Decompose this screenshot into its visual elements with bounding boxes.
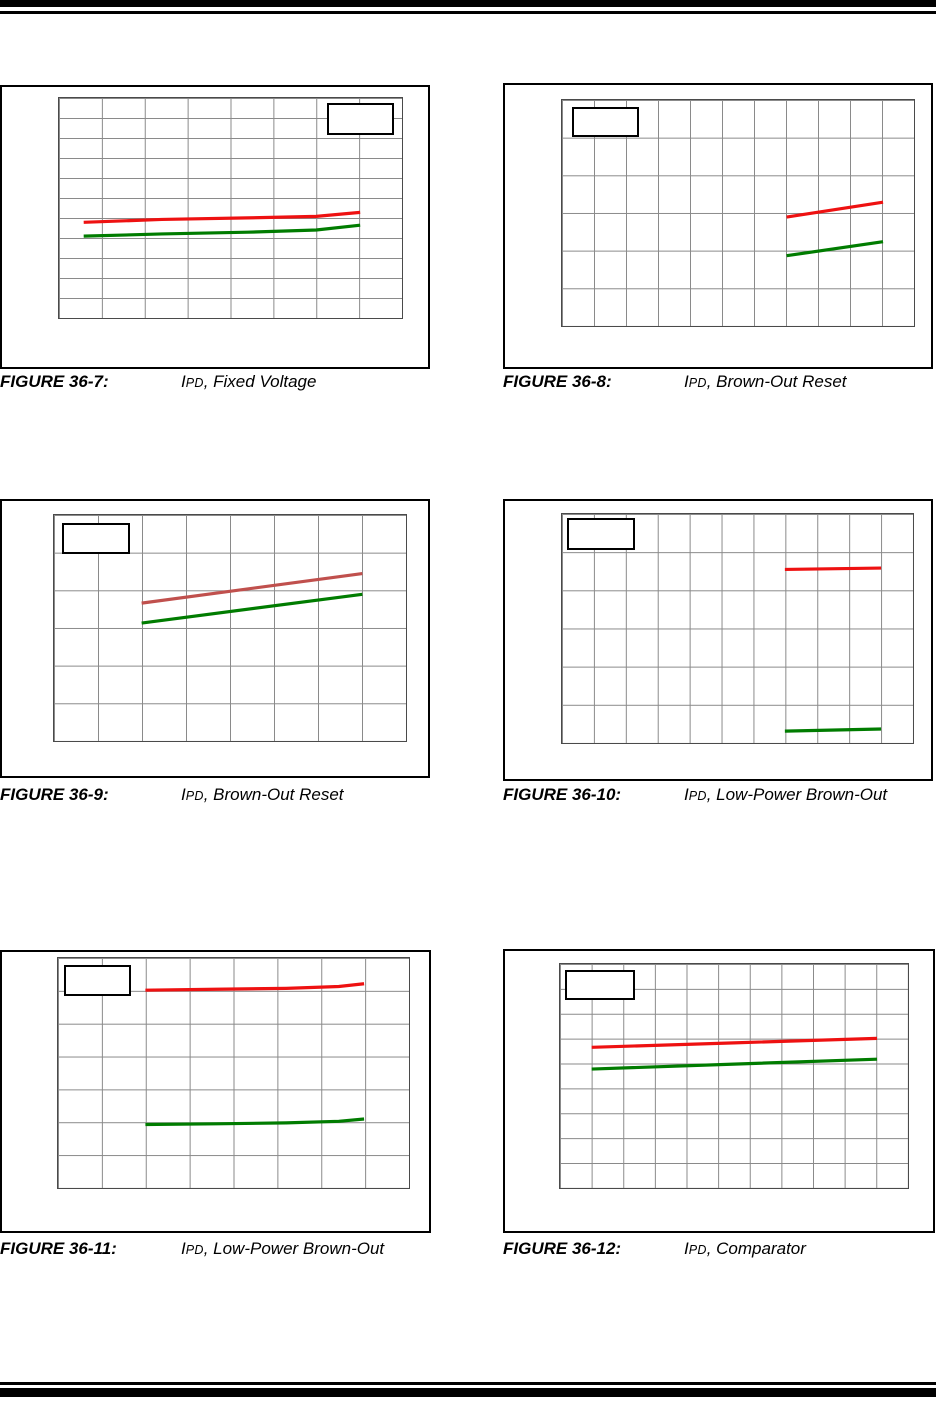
figure-36-9-plot — [53, 514, 407, 742]
series-typical-line — [145, 1119, 364, 1125]
figure-36-7-caption: FIGURE 36-7: IPD, Fixed Voltage — [0, 372, 430, 393]
figure-caption-label: FIGURE 36-10: — [503, 785, 622, 804]
figure-36-7-plot — [58, 97, 403, 319]
figure-36-12-caption: FIGURE 36-12: IPD, Comparator — [503, 1239, 936, 1260]
figure-36-12-frame — [503, 949, 935, 1233]
figure-36-10-plot — [561, 513, 914, 744]
figure-36-11-series-svg — [58, 958, 409, 1188]
figure-36-11-plot — [57, 957, 410, 1189]
figure-36-11-frame — [0, 950, 431, 1233]
figure-caption-title: IPD, Comparator — [684, 1239, 806, 1258]
figure-36-9-caption: FIGURE 36-9: IPD, Brown-Out Reset — [0, 785, 430, 806]
figure-caption-label: FIGURE 36-9: — [0, 785, 109, 804]
figure-36-9-series-svg — [54, 515, 406, 741]
page-header-rule-thin — [0, 11, 936, 14]
series-max-line — [787, 202, 883, 217]
figure-36-7-series-svg — [59, 98, 402, 318]
figure-caption-label: FIGURE 36-11: — [0, 1239, 117, 1258]
figure-36-9-legend — [62, 523, 130, 554]
figure-36-12-series-svg — [560, 964, 908, 1188]
series-typical-line — [84, 225, 360, 236]
page-footer-rule-thin — [0, 1382, 936, 1385]
figure-36-9-frame — [0, 499, 430, 778]
figure-36-8-legend — [572, 107, 639, 137]
figure-36-8-series-svg — [562, 100, 914, 326]
figure-36-10-frame — [503, 499, 933, 781]
figure-36-7-legend — [327, 103, 394, 135]
figure-caption-label: FIGURE 36-8: — [503, 372, 612, 391]
figure-caption-title: IPD, Brown-Out Reset — [684, 372, 847, 391]
figure-36-8-plot — [561, 99, 915, 327]
figure-36-10-legend — [567, 518, 635, 550]
series-typical-line — [592, 1059, 877, 1069]
series-max-line — [145, 984, 364, 990]
figure-caption-title: IPD, Fixed Voltage — [181, 372, 317, 391]
series-max-line — [592, 1038, 877, 1047]
figure-36-10-series-svg — [562, 514, 913, 743]
figure-caption-title: IPD, Brown-Out Reset — [181, 785, 344, 804]
figure-36-12-plot — [559, 963, 909, 1189]
series-max-line — [84, 212, 360, 222]
figure-36-12-legend — [565, 970, 635, 1000]
figure-36-8-frame — [503, 83, 933, 369]
series-typical-line — [785, 729, 881, 731]
figure-36-7-frame — [0, 85, 430, 369]
page-footer-rule-thick — [0, 1388, 936, 1397]
figure-36-11-caption: FIGURE 36-11: IPD, Low-Power Brown-Out — [0, 1239, 431, 1260]
series-max-line — [785, 568, 881, 569]
figure-36-10-caption: FIGURE 36-10: IPD, Low-Power Brown-Out — [503, 785, 936, 806]
figure-caption-label: FIGURE 36-7: — [0, 372, 109, 391]
figure-caption-label: FIGURE 36-12: — [503, 1239, 622, 1258]
page-header-rule-thick — [0, 0, 936, 7]
series-typical-line — [787, 242, 883, 256]
series-max-line — [142, 574, 363, 604]
figure-36-11-legend — [64, 965, 131, 996]
figure-caption-title: IPD, Low-Power Brown-Out — [181, 1239, 385, 1258]
series-typical-line — [142, 594, 363, 623]
figure-caption-title: IPD, Low-Power Brown-Out — [684, 785, 888, 804]
figure-36-8-caption: FIGURE 36-8: IPD, Brown-Out Reset — [503, 372, 936, 393]
